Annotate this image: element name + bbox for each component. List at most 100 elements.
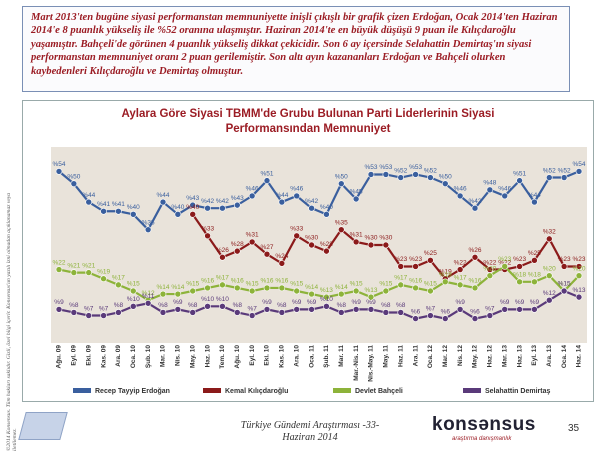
plot-background xyxy=(51,147,587,343)
legend-swatch xyxy=(73,388,91,393)
data-label: %19 xyxy=(97,268,110,275)
data-label: %44 xyxy=(156,192,169,199)
data-point xyxy=(486,312,494,319)
x-tick-label: Mar. 11 xyxy=(338,345,345,367)
data-label: %40 xyxy=(320,204,333,211)
data-point xyxy=(70,309,78,316)
x-tick-label: Haz. 13 xyxy=(516,345,523,368)
x-tick-label: Haz. 10 xyxy=(204,345,211,368)
data-point xyxy=(427,312,434,319)
data-label: %28 xyxy=(231,241,244,248)
data-label: %30 xyxy=(364,235,377,242)
data-label: %43 xyxy=(231,195,244,202)
data-label: %16 xyxy=(201,278,214,285)
data-label: %13 xyxy=(364,287,377,294)
data-label: %53 xyxy=(364,164,377,171)
x-tick-label: May. 12 xyxy=(472,345,479,368)
data-label: %32 xyxy=(543,229,556,236)
data-label: %7 xyxy=(99,305,109,312)
data-label: %40 xyxy=(171,204,184,211)
data-point xyxy=(293,232,301,240)
data-point xyxy=(263,177,271,184)
data-label: %18 xyxy=(513,272,526,279)
chart: Aylara Göre Siyasi TBMM'de Grubu Bulunan… xyxy=(51,108,587,395)
data-label: %46 xyxy=(498,186,511,193)
legend-label: Devlet Bahçeli xyxy=(355,388,403,395)
data-label: %52 xyxy=(558,167,571,174)
data-label: %15 xyxy=(127,281,140,288)
data-point xyxy=(397,309,405,316)
data-point xyxy=(248,287,256,295)
x-tick-label: Oca. 10 xyxy=(130,345,137,369)
data-label: %11 xyxy=(142,293,155,300)
data-point xyxy=(382,287,390,295)
data-label: %51 xyxy=(260,170,273,177)
data-label: %16 xyxy=(409,278,422,285)
data-label: %46 xyxy=(454,186,467,193)
data-label: %6 xyxy=(470,308,480,315)
data-point xyxy=(174,290,182,298)
data-label: %17 xyxy=(112,275,125,282)
data-label: %8 xyxy=(337,302,347,309)
data-label: %16 xyxy=(231,278,244,285)
x-tick-label: Kas. 09 xyxy=(100,345,107,368)
data-label: %23 xyxy=(572,256,585,263)
data-point xyxy=(323,303,330,310)
data-point xyxy=(575,263,583,270)
data-label: %15 xyxy=(186,281,199,288)
data-label: %22 xyxy=(483,259,496,266)
data-label: %30 xyxy=(305,235,318,242)
title-box: Aylara Göre Siyasi TBMM'de Grubu Bulunan… xyxy=(122,108,495,135)
data-label: %42 xyxy=(468,198,481,205)
data-label: %41 xyxy=(97,201,110,208)
x-tick-label: Haz. 12 xyxy=(487,345,494,368)
data-label: %8 xyxy=(277,302,287,309)
data-label: %15 xyxy=(290,281,303,288)
data-point xyxy=(129,287,137,295)
data-label: %9 xyxy=(530,299,540,306)
data-point xyxy=(456,306,464,313)
data-point xyxy=(367,241,375,249)
data-label: %44 xyxy=(82,192,95,199)
data-label: %23 xyxy=(498,256,511,263)
data-point xyxy=(337,309,345,316)
data-point xyxy=(441,180,449,187)
data-point xyxy=(412,315,419,322)
data-label: %8 xyxy=(381,302,391,309)
data-label: %42 xyxy=(305,198,318,205)
data-point xyxy=(337,226,345,233)
data-label: %9 xyxy=(173,299,183,306)
data-label: %10 xyxy=(320,296,333,303)
data-label: %10 xyxy=(201,296,214,303)
data-point xyxy=(531,198,538,206)
data-label: %50 xyxy=(439,173,452,180)
data-point xyxy=(397,263,405,270)
legend-swatch xyxy=(203,388,221,393)
data-point xyxy=(545,272,553,279)
data-point xyxy=(308,290,315,298)
x-tick-label: Nis. 12 xyxy=(457,345,464,366)
data-label: %53 xyxy=(409,164,422,171)
data-point xyxy=(531,278,538,286)
data-label: %19 xyxy=(439,268,452,275)
x-tick-label: Şub. 10 xyxy=(145,345,152,369)
data-label: %10 xyxy=(127,296,140,303)
data-label: %50 xyxy=(335,173,348,180)
data-label: %8 xyxy=(396,302,406,309)
data-label: %17 xyxy=(454,275,467,282)
data-label: %6 xyxy=(411,308,421,315)
data-label: %52 xyxy=(424,167,437,174)
data-label: %46 xyxy=(290,186,303,193)
footer-title: Türkiye Gündemi Araştırması -33- xyxy=(240,420,380,431)
data-label: %43 xyxy=(186,195,199,202)
data-point xyxy=(263,250,271,258)
data-label: %17 xyxy=(394,275,407,282)
x-tick-label: Eyl. 09 xyxy=(71,345,78,366)
x-tick-label: Ağu. 09 xyxy=(56,345,63,369)
data-label: %12 xyxy=(142,290,155,297)
x-tick-label: Eki. 10 xyxy=(264,345,271,366)
data-label: %31 xyxy=(350,232,363,239)
legend-label: Selahattin Demirtaş xyxy=(485,388,550,395)
intro-text: Mart 2013'ten bugüne siyasi performansta… xyxy=(22,6,570,92)
